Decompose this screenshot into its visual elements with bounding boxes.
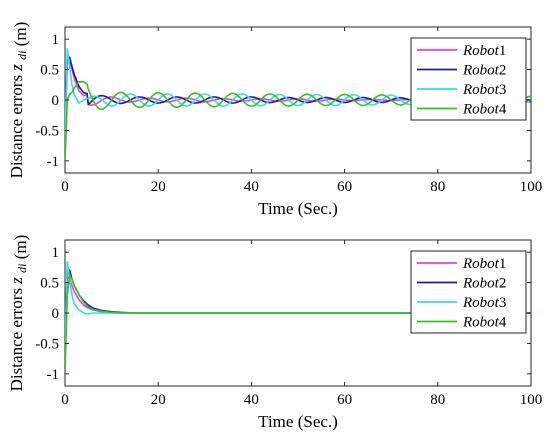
legend-label-num: 2 <box>499 276 507 292</box>
x-tick-label: 0 <box>61 392 69 408</box>
legend-label-robot3: Robot3 <box>462 295 506 311</box>
x-ticks-2: 0 20 40 60 80 100 <box>61 240 542 408</box>
legend-box-1 <box>410 37 527 121</box>
x-ticks-1: 0 20 40 60 80 100 <box>61 27 542 195</box>
y-tick-label: -0.5 <box>35 336 59 352</box>
legend-label-robot1: Robot1 <box>462 256 506 272</box>
legend-label-robot1: Robot1 <box>462 43 506 59</box>
y-axis-label-sub-2: di <box>15 263 29 272</box>
legend-label-base: Robot <box>462 295 500 311</box>
series-line-robot4 <box>65 272 531 374</box>
series-lines-2 <box>65 261 531 374</box>
legend-label-num: 1 <box>499 43 507 59</box>
y-axis-label-2: Distance errors z di (m) <box>7 235 30 392</box>
legend-label-num: 4 <box>499 102 507 118</box>
y-axis-label-main-1: Distance errors <box>7 75 26 178</box>
y-ticks-2: -1 -0.5 0 0.5 1 <box>35 245 531 383</box>
y-tick-label: 0 <box>52 93 60 109</box>
legend-label-base: Robot <box>462 63 500 79</box>
y-tick-label: -1 <box>47 154 60 170</box>
x-tick-label: 40 <box>244 392 259 408</box>
x-tick-label: 100 <box>520 179 543 195</box>
x-tick-label: 80 <box>430 179 445 195</box>
legend-label-base: Robot <box>462 315 500 331</box>
x-axis-label-2: Time (Sec.) <box>258 412 338 431</box>
x-axis-label-1: Time (Sec.) <box>258 199 338 218</box>
legend-label-num: 1 <box>499 256 507 272</box>
x-tick-label: 20 <box>151 392 166 408</box>
y-tick-label: -1 <box>47 367 60 383</box>
x-tick-label: 80 <box>430 392 445 408</box>
y-axis-label-unit-1: (m) <box>11 22 30 47</box>
legend-box-2 <box>410 250 527 334</box>
x-tick-label: 60 <box>337 179 352 195</box>
y-tick-label: 1 <box>52 245 60 261</box>
y-tick-label: 0 <box>52 306 60 322</box>
chart-panel-2: 0 20 40 60 80 100 -1 -0.5 0 0.5 1 Time (Sec.) Dis… <box>7 235 542 431</box>
y-axis-label-var-1: z <box>7 64 26 72</box>
y-axis-label-sub-1: di <box>15 50 29 59</box>
legend-label-num: 3 <box>499 82 507 98</box>
legend-label-robot4: Robot4 <box>462 315 507 331</box>
y-tick-label: -0.5 <box>35 123 59 139</box>
y-axis-label-main-2: Distance errors <box>7 288 26 391</box>
x-tick-label: 0 <box>61 179 69 195</box>
chart-panel-1: 0 20 40 60 80 100 -1 -0.5 0 0.5 1 Time (Sec.) Dis… <box>7 22 542 218</box>
y-axis-label-unit-2: (m) <box>11 235 30 260</box>
x-tick-label: 60 <box>337 392 352 408</box>
x-tick-label: 100 <box>520 392 543 408</box>
legend-label-robot2: Robot2 <box>462 276 506 292</box>
legend-label-base: Robot <box>462 276 500 292</box>
legend-label-base: Robot <box>462 43 500 59</box>
legend-label-robot2: Robot2 <box>462 63 506 79</box>
y-axis-label-1: Distance errors z di (m) <box>7 22 30 179</box>
y-tick-label: 1 <box>52 32 60 48</box>
legend-label-base: Robot <box>462 82 500 98</box>
legend-label-num: 2 <box>499 63 507 79</box>
y-tick-label: 0.5 <box>40 276 59 292</box>
legend-label-base: Robot <box>462 102 500 118</box>
legend-label-num: 4 <box>499 315 507 331</box>
legend-label-robot3: Robot3 <box>462 82 506 98</box>
x-tick-label: 40 <box>244 179 259 195</box>
legend-label-base: Robot <box>462 256 500 272</box>
y-ticks-1: -1 -0.5 0 0.5 1 <box>35 32 531 170</box>
y-tick-label: 0.5 <box>40 63 59 79</box>
legend-label-robot4: Robot4 <box>462 102 507 118</box>
y-axis-label-var-2: z <box>7 277 26 285</box>
x-tick-label: 20 <box>151 179 166 195</box>
legend-label-num: 3 <box>499 295 507 311</box>
